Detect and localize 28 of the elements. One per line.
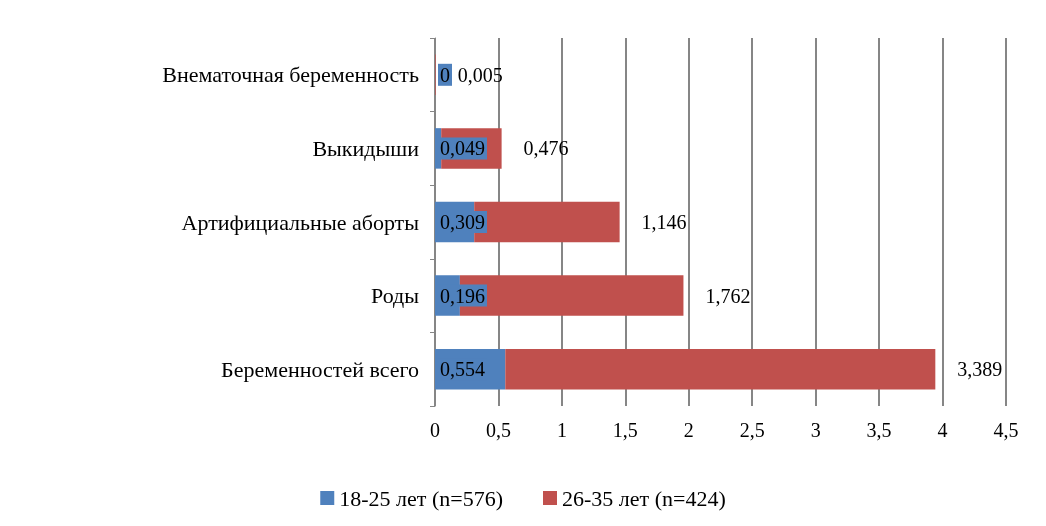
y-tick-label: Артифициальные аборты [181,209,420,235]
x-tick-label: 0 [430,419,440,441]
y-tick-label: Роды [370,283,420,309]
x-tick-label: 0,5 [485,419,511,441]
bar [505,348,936,390]
data-label: 3,389 [957,358,1003,381]
data-label: 0 [440,63,450,86]
data-label: 0,476 [523,137,569,160]
x-tick-label: 1,5 [612,419,638,441]
x-tick-label: 3,5 [866,419,892,441]
x-tick-label: 2,5 [739,419,765,441]
data-label: 1,146 [641,211,687,233]
data-label: 0,005 [457,63,503,86]
data-label: 0,554 [440,358,485,381]
legend-label: 18-25 лет (n=576) [339,485,504,511]
x-tick-label: 4 [937,419,948,441]
x-tick-label: 4,5 [993,419,1019,441]
data-label: 1,762 [705,284,751,307]
data-label: 0,309 [440,211,485,233]
y-tick-label: Беременностей всего [221,356,419,382]
data-label: 0,049 [440,137,485,160]
x-tick-label: 3 [810,419,821,441]
y-tick-label: Внематочная беременность [162,62,419,88]
legend-label: 26-35 лет (n=424) [562,485,726,511]
x-tick-label: 1 [556,419,567,441]
x-tick-label: 2 [683,419,694,441]
y-tick-label: Выкидыши [312,135,420,161]
data-label: 0,196 [440,284,485,307]
